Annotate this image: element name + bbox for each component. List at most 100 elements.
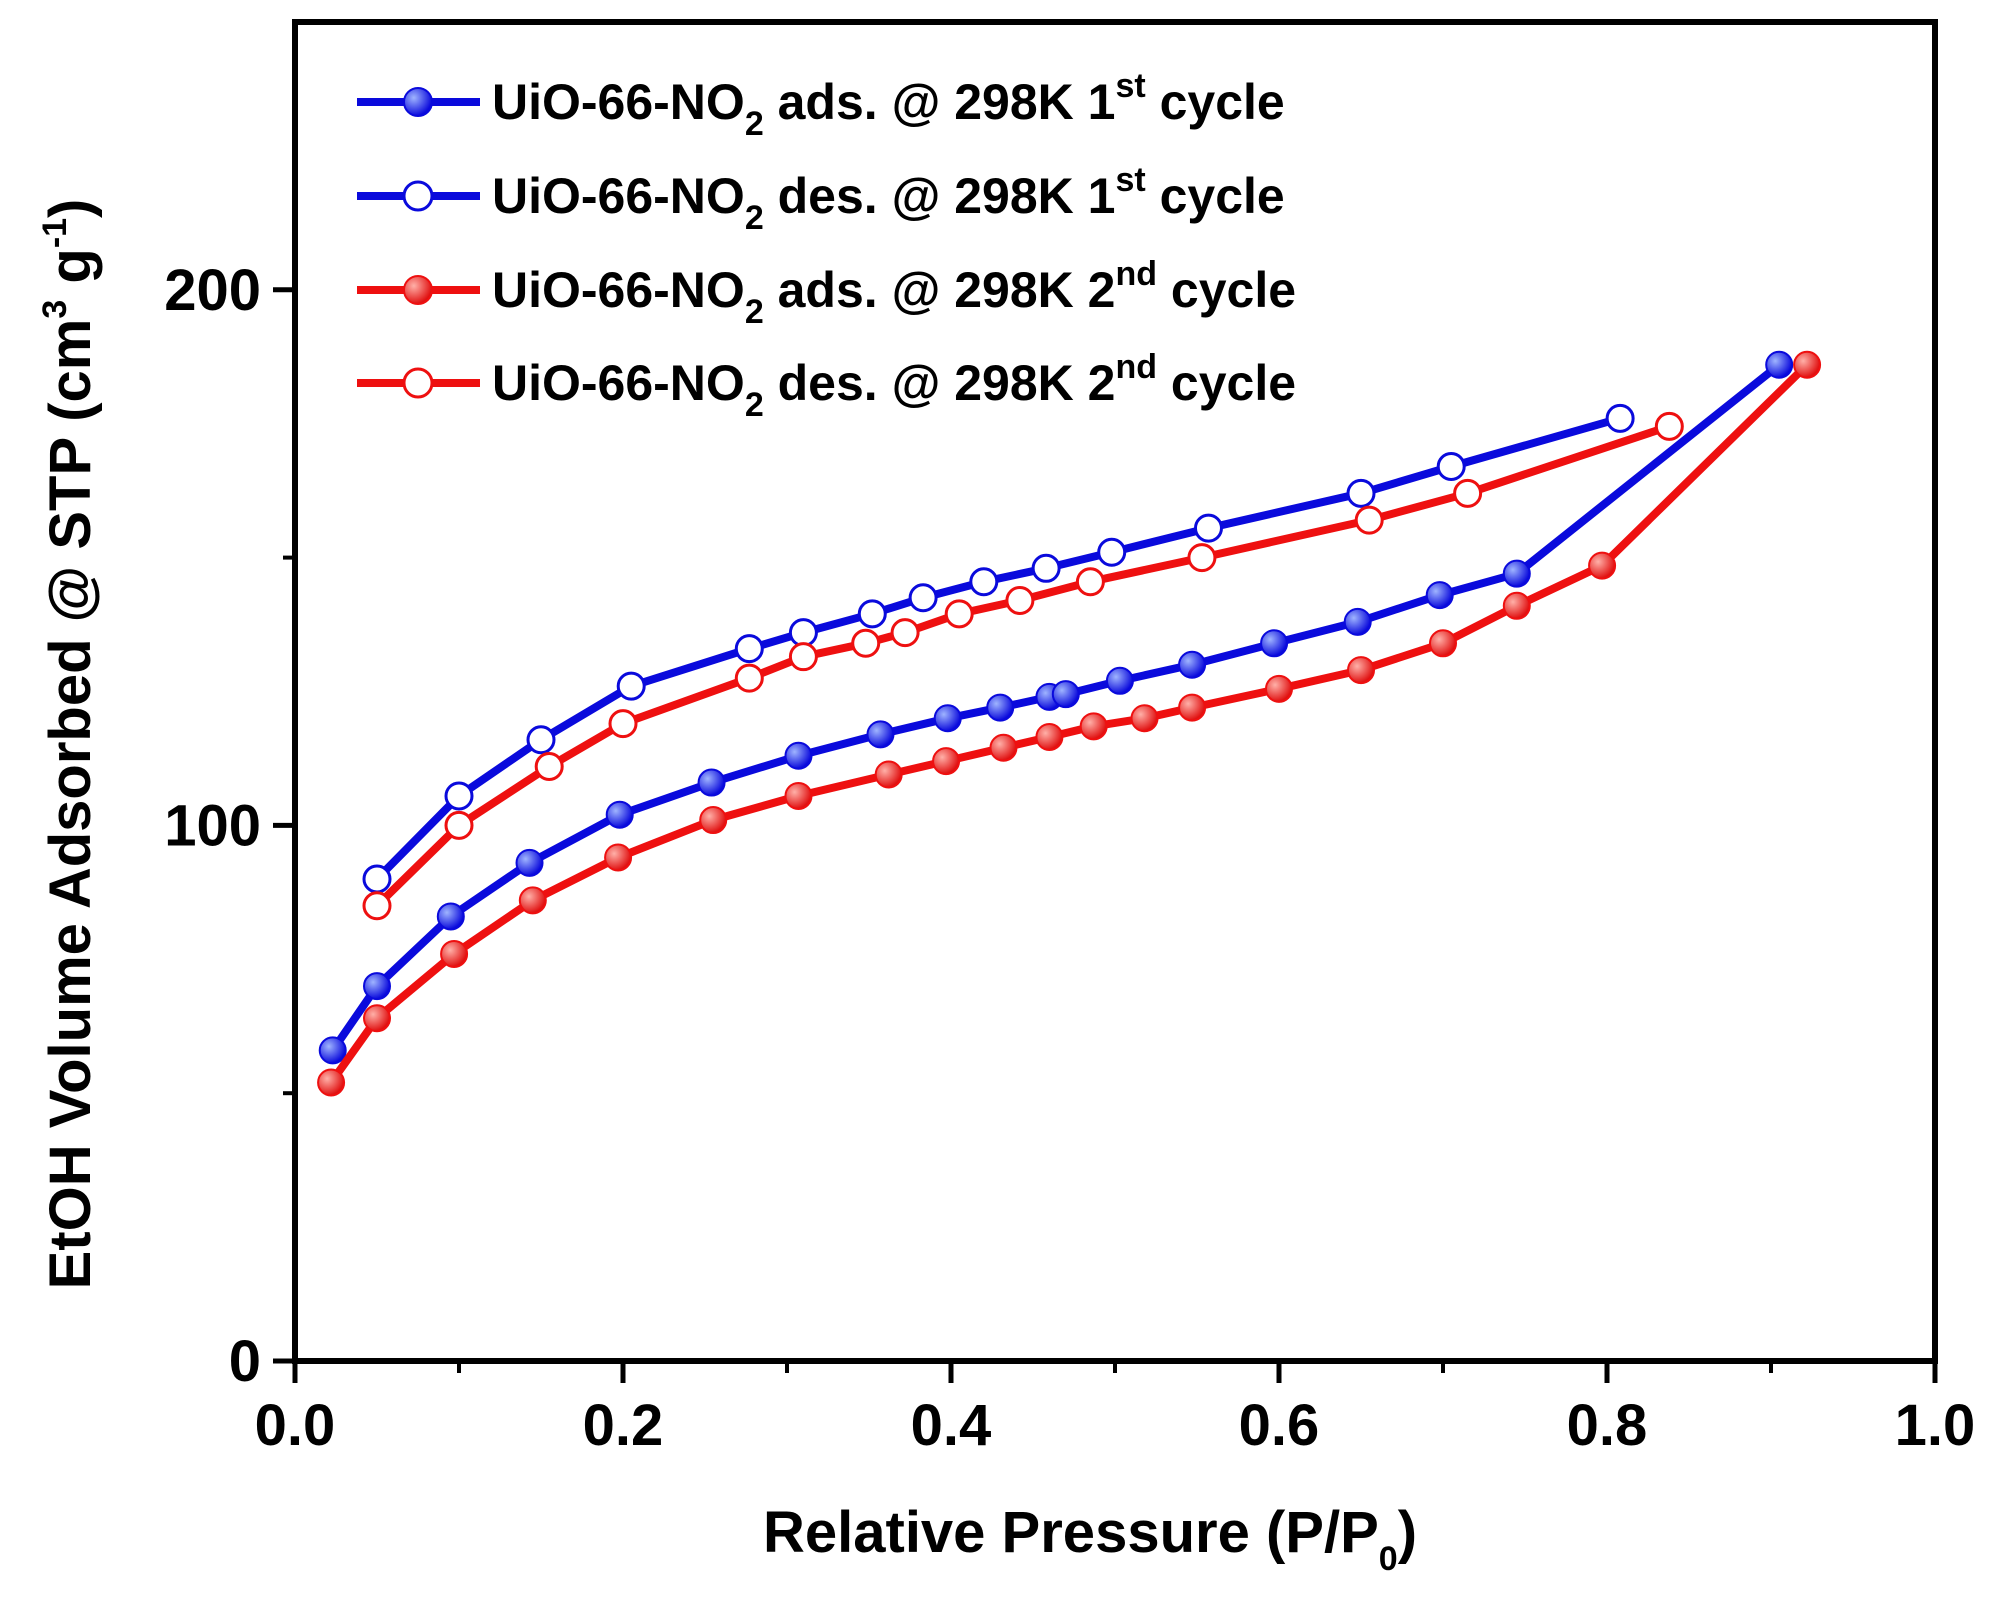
data-point bbox=[890, 618, 920, 648]
y-axis-title: EtOH Volume Adsorbed @ STP (cm3 g-1) bbox=[36, 199, 103, 1290]
data-point bbox=[784, 781, 813, 810]
data-point bbox=[933, 704, 962, 733]
data-point bbox=[526, 725, 556, 755]
data-point bbox=[1260, 629, 1289, 658]
data-point bbox=[1429, 629, 1457, 658]
data-point bbox=[363, 1004, 391, 1033]
data-point bbox=[318, 1036, 347, 1065]
y-tick-label: 200 bbox=[164, 258, 261, 323]
data-point bbox=[436, 902, 465, 931]
data-point bbox=[608, 709, 638, 739]
data-point bbox=[605, 800, 634, 829]
legend-marker bbox=[402, 367, 434, 399]
data-point bbox=[699, 806, 728, 835]
data-point bbox=[851, 628, 881, 658]
x-tick-label: 0.8 bbox=[1567, 1393, 1648, 1458]
data-point bbox=[784, 741, 813, 770]
data-point bbox=[1075, 567, 1105, 597]
data-point bbox=[444, 810, 474, 840]
data-point bbox=[1079, 712, 1108, 741]
series-4 bbox=[362, 411, 1684, 921]
data-point bbox=[363, 972, 391, 1001]
data-point bbox=[1187, 543, 1217, 573]
series-layer bbox=[317, 350, 1822, 1097]
data-point bbox=[908, 583, 938, 613]
data-point bbox=[1502, 559, 1531, 588]
data-point bbox=[1193, 513, 1223, 543]
data-point bbox=[857, 599, 887, 629]
data-point bbox=[1436, 452, 1466, 482]
data-point bbox=[1502, 591, 1531, 620]
x-axis: 0.0 0.2 0.4 0.6 0.8 1.0 bbox=[255, 1361, 1976, 1458]
data-point bbox=[1453, 478, 1483, 508]
legend: UiO-66-NO2 ads. @ 298K 1st cycle UiO-66-N… bbox=[357, 67, 1296, 424]
x-tick-label: 0.6 bbox=[1239, 1393, 1320, 1458]
data-point bbox=[1765, 350, 1794, 379]
data-point bbox=[1097, 537, 1127, 567]
data-point bbox=[604, 843, 633, 872]
data-point bbox=[440, 939, 469, 968]
data-point bbox=[1346, 478, 1376, 508]
legend-label: UiO-66-NO2 des. @ 298K 2nd cycle bbox=[492, 348, 1296, 424]
data-point bbox=[362, 864, 392, 894]
data-point bbox=[1425, 581, 1454, 610]
data-point bbox=[317, 1068, 346, 1097]
legend-item: UiO-66-NO2 ads. @ 298K 2nd cycle bbox=[357, 255, 1296, 331]
y-axis: 0 100 200 bbox=[164, 258, 295, 1394]
x-tick-label: 1.0 bbox=[1895, 1393, 1976, 1458]
data-point bbox=[788, 642, 818, 672]
y-tick-label: 100 bbox=[164, 793, 261, 858]
data-point bbox=[1005, 585, 1035, 615]
data-point bbox=[1654, 411, 1684, 441]
data-point bbox=[734, 634, 764, 664]
data-point bbox=[1354, 505, 1384, 535]
legend-label: UiO-66-NO2 ads. @ 298K 2nd cycle bbox=[492, 255, 1296, 331]
legend-marker bbox=[403, 275, 433, 305]
data-point bbox=[534, 751, 564, 781]
data-point bbox=[1031, 553, 1061, 583]
data-point bbox=[866, 720, 895, 749]
data-point bbox=[616, 671, 646, 701]
data-point bbox=[362, 891, 392, 921]
data-point bbox=[697, 768, 726, 797]
series-3 bbox=[317, 350, 1822, 1097]
data-point bbox=[1035, 723, 1064, 752]
data-point bbox=[874, 760, 903, 789]
data-point bbox=[944, 599, 974, 629]
data-point bbox=[1051, 680, 1080, 709]
data-point bbox=[989, 733, 1018, 762]
data-point bbox=[444, 781, 474, 811]
data-point bbox=[1793, 350, 1822, 379]
x-axis-title: Relative Pressure (P/P0) bbox=[763, 1500, 1417, 1578]
y-tick-label: 0 bbox=[229, 1329, 261, 1394]
data-point bbox=[1265, 674, 1293, 703]
data-point bbox=[1347, 656, 1375, 685]
data-point bbox=[734, 663, 764, 693]
series-1 bbox=[318, 350, 1794, 1065]
series-line bbox=[327, 361, 1810, 1085]
data-point bbox=[1105, 666, 1134, 695]
legend-item: UiO-66-NO2 ads. @ 298K 1st cycle bbox=[357, 67, 1285, 143]
legend-label: UiO-66-NO2 ads. @ 298K 1st cycle bbox=[492, 67, 1285, 143]
legend-marker bbox=[403, 87, 433, 117]
data-point bbox=[986, 693, 1015, 722]
x-tick-label: 0.2 bbox=[583, 1393, 664, 1458]
x-tick-label: 0.0 bbox=[255, 1393, 336, 1458]
data-point bbox=[932, 747, 961, 776]
legend-item: UiO-66-NO2 des. @ 298K 2nd cycle bbox=[357, 348, 1296, 424]
data-point bbox=[1605, 403, 1635, 433]
data-point bbox=[515, 848, 544, 877]
series-2 bbox=[362, 403, 1635, 894]
data-point bbox=[1178, 693, 1207, 722]
data-point bbox=[969, 567, 999, 597]
data-point bbox=[518, 886, 547, 915]
data-point bbox=[788, 618, 818, 648]
data-point bbox=[1343, 607, 1372, 636]
data-point bbox=[1588, 551, 1617, 580]
legend-item: UiO-66-NO2 des. @ 298K 1st cycle bbox=[357, 161, 1285, 237]
legend-marker bbox=[402, 180, 434, 212]
data-point bbox=[1178, 650, 1207, 679]
legend-label: UiO-66-NO2 des. @ 298K 1st cycle bbox=[492, 161, 1285, 237]
x-tick-label: 0.4 bbox=[911, 1393, 992, 1458]
